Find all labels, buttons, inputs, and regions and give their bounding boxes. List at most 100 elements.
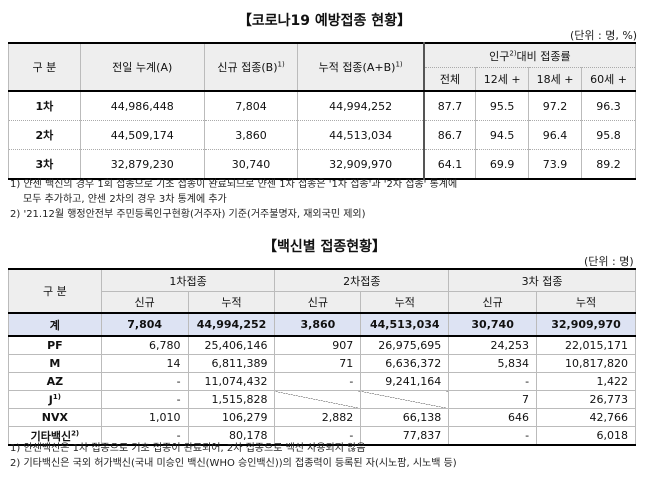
rate-12-cell: 69.9 [475, 149, 530, 180]
row-label: 2차 [8, 120, 81, 150]
cell: 2,882 [274, 408, 362, 427]
cell: 1,515,828 [187, 390, 276, 409]
cell: 3,860 [274, 312, 362, 337]
cell: 11,074,432 [187, 372, 276, 391]
cell: 24,253 [448, 335, 538, 355]
cell: 1,010 [100, 408, 189, 427]
cell: 22,015,171 [536, 335, 636, 355]
cell: 77,837 [360, 426, 450, 446]
header-cumulative: 누적 [536, 291, 636, 314]
footnote: 1) 얀센 백신의 경우 1회 접종으로 기초 접종이 완료되므로 얀센 1차 … [10, 179, 458, 190]
rate-60-cell: 95.8 [581, 120, 636, 150]
cell: 1,422 [536, 372, 636, 391]
cell: 907 [274, 335, 362, 355]
prev-total-cell: 44,986,448 [79, 91, 205, 121]
rate-all-cell: 64.1 [422, 149, 477, 180]
row-label: 3차 [8, 149, 81, 180]
rate-all-cell: 86.7 [422, 120, 477, 150]
not-applicable-cell [360, 390, 450, 409]
new-dose-cell: 7,804 [203, 91, 299, 121]
row-label: J1) [8, 390, 102, 409]
cumulative-cell: 44,513,034 [297, 120, 425, 150]
vaccination-status-title: 【코로나19 예방접종 현황】 [237, 13, 412, 29]
header-category: 구 분 [8, 268, 102, 314]
header-dose2: 2차접종 [274, 268, 450, 292]
total-row: 계 7,804 44,994,252 3,860 44,513,034 30,7… [8, 312, 636, 337]
cell: 66,138 [360, 408, 450, 427]
header-population-rate: 인구2)대비 접종률 [422, 43, 636, 68]
new-dose-cell: 30,740 [203, 149, 299, 180]
vaccine-breakdown-table: 구 분 1차접종 2차접종 3차 접종 신규 누적 신규 누적 신규 누적 계 … [8, 268, 636, 446]
header-rate-all: 전체 [422, 67, 477, 92]
cell: 7 [448, 390, 538, 409]
row-label: 기타백신2) [8, 426, 102, 446]
prev-total-cell: 44,509,174 [79, 120, 205, 150]
cell: 6,018 [536, 426, 636, 446]
vaccination-status-table: 구 분 전일 누계(A) 신규 접종(B)1) 누적 접종(A+B)1) 인구2… [8, 42, 636, 180]
header-rate-60: 60세 + [581, 67, 636, 92]
table-row: 3차 32,879,230 30,740 32,909,970 64.1 69.… [8, 149, 636, 180]
rate-18-cell: 96.4 [528, 120, 582, 150]
header-prev-total: 전일 누계(A) [79, 43, 205, 92]
rate-60-cell: 96.3 [581, 91, 636, 121]
rate-12-cell: 95.5 [475, 91, 530, 121]
footnote: 모두 추가하고, 얀센 2차의 경우 3차 통계에 추가 [23, 194, 227, 205]
cell: 26,975,695 [360, 335, 450, 355]
header-rate-12: 12세 + [475, 67, 530, 92]
cell: 80,178 [187, 426, 276, 446]
header-dose3: 3차 접종 [448, 268, 636, 292]
cell: 32,909,970 [536, 312, 636, 337]
table-row: AZ - 11,074,432 - 9,241,164 - 1,422 [8, 372, 636, 391]
table-row: 2차 44,509,174 3,860 44,513,034 86.7 94.5… [8, 120, 636, 150]
cell: 6,780 [100, 335, 189, 355]
not-applicable-cell [274, 390, 362, 409]
rate-12-cell: 94.5 [475, 120, 530, 150]
row-label: 1차 [8, 91, 81, 121]
table-row: 기타백신2) - 80,178 - 77,837 - 6,018 [8, 426, 636, 446]
rate-all-cell: 87.7 [422, 91, 477, 121]
cell: 6,636,372 [360, 354, 450, 373]
footnote: 1) 얀센백신은 1차 접종으로 기초 접종이 완료되어, 2차 접종으로 백신… [10, 443, 366, 454]
footnote: 2) 기타백신은 국외 허가백신(국내 미승인 백신(WHO 승인백신))의 접… [10, 458, 457, 469]
rate-18-cell: 73.9 [528, 149, 582, 180]
cell: - [100, 390, 189, 409]
cell: 7,804 [100, 312, 189, 337]
cell: 42,766 [536, 408, 636, 427]
row-label: 계 [8, 312, 102, 337]
table-row: M 14 6,811,389 71 6,636,372 5,834 10,817… [8, 354, 636, 373]
table-row: 1차 44,986,448 7,804 44,994,252 87.7 95.5… [8, 91, 636, 121]
prev-total-cell: 32,879,230 [79, 149, 205, 180]
cell: 25,406,146 [187, 335, 276, 355]
cell: 30,740 [448, 312, 538, 337]
rate-60-cell: 89.2 [581, 149, 636, 180]
header-dose1: 1차접종 [100, 268, 276, 292]
header-new: 신규 [274, 291, 362, 314]
header-cumulative: 누적 [187, 291, 276, 314]
cell: 14 [100, 354, 189, 373]
row-label: M [8, 354, 102, 373]
vaccine-breakdown-title: 【백신별 접종현황】 [262, 239, 387, 255]
header-cumulative: 누적 접종(A+B)1) [297, 43, 425, 92]
cell: - [448, 426, 538, 446]
header-category: 구 분 [8, 43, 81, 92]
table1-unit: (단위 : 명, %) [570, 29, 638, 42]
header-rate-18: 18세 + [528, 67, 582, 92]
row-label: AZ [8, 372, 102, 391]
header-new: 신규 [100, 291, 189, 314]
cell: - [100, 372, 189, 391]
cell: 9,241,164 [360, 372, 450, 391]
cell: - [448, 372, 538, 391]
cell: - [274, 372, 362, 391]
table2-footnotes: 1) 얀센백신은 1차 접종으로 기초 접종이 완료되어, 2차 접종으로 백신… [10, 441, 457, 471]
footnote: 2) '21.12월 행정안전부 주민등록인구현황(거주자) 기준(거주불명자,… [10, 209, 366, 220]
cell: 44,513,034 [360, 312, 450, 337]
row-label: NVX [8, 408, 102, 427]
cumulative-cell: 44,994,252 [297, 91, 425, 121]
cell: 646 [448, 408, 538, 427]
new-dose-cell: 3,860 [203, 120, 299, 150]
rate-18-cell: 97.2 [528, 91, 582, 121]
table-row: NVX 1,010 106,279 2,882 66,138 646 42,76… [8, 408, 636, 427]
cell: 6,811,389 [187, 354, 276, 373]
cell: 5,834 [448, 354, 538, 373]
row-label: PF [8, 335, 102, 355]
